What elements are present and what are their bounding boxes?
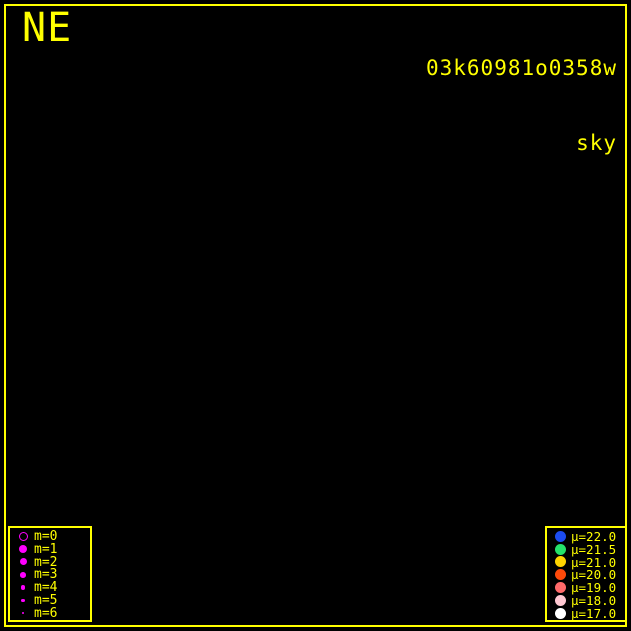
magnitude-legend-row: m=3: [12, 568, 90, 581]
magnitude-legend-label: m=5: [34, 592, 58, 608]
magnitude-legend-label: m=0: [34, 528, 58, 544]
surface-brightness-marker-icon: [549, 543, 571, 555]
surface-brightness-marker-icon: [549, 582, 571, 594]
surface-brightness-legend-row: μ=20.0: [549, 568, 625, 581]
title-block: 03k60981o0358w sky: [426, 6, 617, 206]
magnitude-legend: m=0 m=1 m=2 m=3 m=4 m=5 m=6: [8, 526, 92, 622]
magnitude-legend-row: m=2: [12, 556, 90, 569]
surface-brightness-legend-row: μ=19.0: [549, 581, 625, 594]
orientation-label: NE: [22, 5, 73, 51]
surface-brightness-legend-label: μ=21.0: [571, 554, 617, 570]
magnitude-legend-row: m=5: [12, 594, 90, 607]
surface-brightness-marker-icon: [549, 607, 571, 619]
magnitude-marker-icon: [12, 585, 34, 590]
surface-brightness-legend-row: μ=18.0: [549, 594, 625, 607]
surface-brightness-legend-label: μ=19.0: [571, 580, 617, 596]
surface-brightness-legend-label: μ=21.5: [571, 541, 617, 557]
magnitude-legend-label: m=2: [34, 554, 58, 570]
surface-brightness-marker-icon: [549, 530, 571, 542]
magnitude-marker-icon: [12, 558, 34, 566]
surface-brightness-legend-row: μ=22.0: [549, 530, 625, 543]
surface-brightness-legend-label: μ=20.0: [571, 567, 617, 583]
magnitude-marker-icon: [12, 531, 34, 541]
magnitude-legend-row: m=0: [12, 530, 90, 543]
plot-frame-border: [4, 4, 627, 627]
surface-brightness-legend-row: μ=21.0: [549, 556, 625, 569]
field-id-label: 03k60981o0358w: [425, 56, 617, 80]
magnitude-legend-label: m=4: [34, 580, 58, 596]
surface-brightness-legend-row: μ=21.5: [549, 543, 625, 556]
magnitude-legend-row: m=6: [12, 607, 90, 620]
magnitude-legend-row: m=1: [12, 543, 90, 556]
surface-brightness-legend-label: μ=22.0: [571, 528, 617, 544]
surface-brightness-marker-icon: [549, 569, 571, 581]
surface-brightness-legend-label: μ=18.0: [571, 592, 617, 608]
magnitude-marker-icon: [12, 545, 34, 554]
magnitude-legend-row: m=4: [12, 581, 90, 594]
surface-brightness-marker-icon: [549, 594, 571, 606]
magnitude-legend-label: m=6: [34, 605, 58, 621]
surface-brightness-legend: μ=22.0 μ=21.5 μ=21.0 μ=20.0 μ=19.0 μ=18.0 μ=17…: [545, 526, 627, 622]
surface-brightness-legend-label: μ=17.0: [571, 605, 617, 621]
magnitude-legend-label: m=3: [34, 567, 58, 583]
magnitude-legend-label: m=1: [34, 541, 58, 557]
magnitude-marker-icon: [12, 611, 34, 615]
surface-brightness-legend-row: μ=17.0: [549, 607, 625, 620]
plot-type-label: sky: [576, 131, 617, 155]
magnitude-marker-icon: [12, 598, 34, 602]
magnitude-marker-icon: [12, 571, 34, 578]
surface-brightness-marker-icon: [549, 556, 571, 568]
